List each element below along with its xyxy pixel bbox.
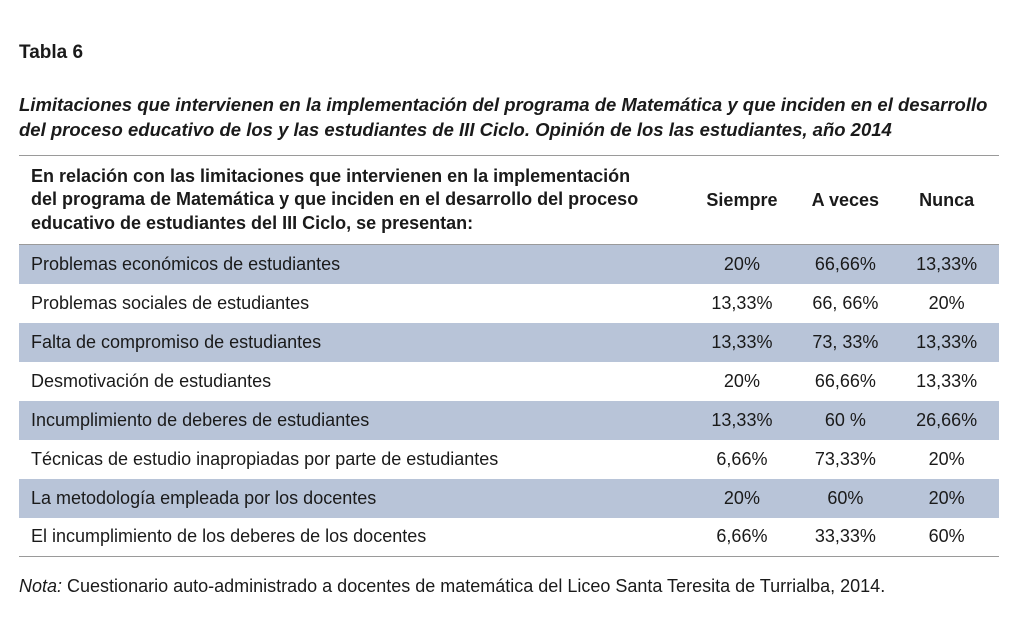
cell-siempre: 13,33% <box>711 409 773 430</box>
row-label: Incumplimiento de deberes de estudiantes <box>31 409 370 430</box>
cell-siempre: 6,66% <box>716 448 768 469</box>
caption-line: Limitaciones que intervienen en la imple… <box>19 94 988 115</box>
table-row: Técnicas de estudio inapropiadas por par… <box>19 440 999 479</box>
table-row: Desmotivación de estudiantes 20% 66,66% … <box>19 362 999 401</box>
row-label: La metodología empleada por los docentes <box>31 487 377 508</box>
cell-siempre: 13,33% <box>711 292 773 313</box>
cell-a-veces: 60 % <box>824 409 866 430</box>
row-label: Problemas sociales de estudiantes <box>31 292 310 313</box>
cell-nunca: 13,33% <box>916 331 978 352</box>
header-description: En relación con las limitaciones que int… <box>19 155 688 245</box>
row-label: El incumplimiento de los deberes de los … <box>19 517 688 557</box>
table-row: Falta de compromiso de estudiantes 13,33… <box>19 322 999 362</box>
cell-siempre: 6,66% <box>687 517 797 557</box>
header-nunca: Nunca <box>894 155 999 245</box>
header-description-line: educativo de estudiantes del III Ciclo, … <box>31 212 474 233</box>
cell-nunca: 26,66% <box>916 409 978 430</box>
cell-a-veces: 33,33% <box>796 517 895 557</box>
table-note: Nota: Cuestionario auto-administrado a d… <box>19 576 885 597</box>
table-body: Problemas económicos de estudiantes 20% … <box>19 244 999 557</box>
table-header: En relación con las limitaciones que int… <box>19 155 999 245</box>
header-siempre: Siempre <box>687 155 797 245</box>
cell-siempre: 13,33% <box>711 331 773 352</box>
note-text: Cuestionario auto-administrado a docente… <box>62 576 886 596</box>
cell-a-veces: 73, 33% <box>812 331 879 352</box>
header-description-line: del programa de Matemática y que inciden… <box>31 189 639 210</box>
cell-nunca: 20% <box>928 448 965 469</box>
row-label: Desmotivación de estudiantes <box>31 370 272 391</box>
table-row: Incumplimiento de deberes de estudiantes… <box>19 400 999 440</box>
table-row: Problemas sociales de estudiantes 13,33%… <box>19 284 999 323</box>
cell-a-veces: 66,66% <box>814 253 876 274</box>
row-label: Problemas económicos de estudiantes <box>31 253 341 274</box>
table-caption: Limitaciones que intervienen en la imple… <box>19 92 1009 142</box>
cell-nunca: 20% <box>928 292 965 313</box>
header-description-line: En relación con las limitaciones que int… <box>31 165 631 186</box>
cell-siempre: 20% <box>723 370 760 391</box>
caption-line: del proceso educativo de los y las estud… <box>19 119 892 140</box>
cell-nunca: 13,33% <box>916 370 978 391</box>
cell-nunca: 60% <box>894 517 999 557</box>
header-a-veces: A veces <box>796 155 895 245</box>
cell-siempre: 20% <box>723 487 760 508</box>
cell-a-veces: 73,33% <box>814 448 876 469</box>
table-row: Problemas económicos de estudiantes 20% … <box>19 244 999 284</box>
cell-nunca: 13,33% <box>916 253 978 274</box>
row-label: Técnicas de estudio inapropiadas por par… <box>31 448 499 469</box>
table-row: La metodología empleada por los docentes… <box>19 478 999 518</box>
table-label: Tabla 6 <box>19 42 84 63</box>
note-label: Nota: <box>19 576 63 596</box>
survey-table: En relación con las limitaciones que int… <box>19 155 999 557</box>
cell-siempre: 20% <box>723 253 760 274</box>
header-row: En relación con las limitaciones que int… <box>19 155 999 245</box>
cell-nunca: 20% <box>928 487 965 508</box>
row-label: Falta de compromiso de estudiantes <box>31 331 322 352</box>
cell-a-veces: 66,66% <box>814 370 876 391</box>
table-row: El incumplimiento de los deberes de los … <box>19 517 999 557</box>
cell-a-veces: 60% <box>827 487 864 508</box>
cell-a-veces: 66, 66% <box>812 292 879 313</box>
